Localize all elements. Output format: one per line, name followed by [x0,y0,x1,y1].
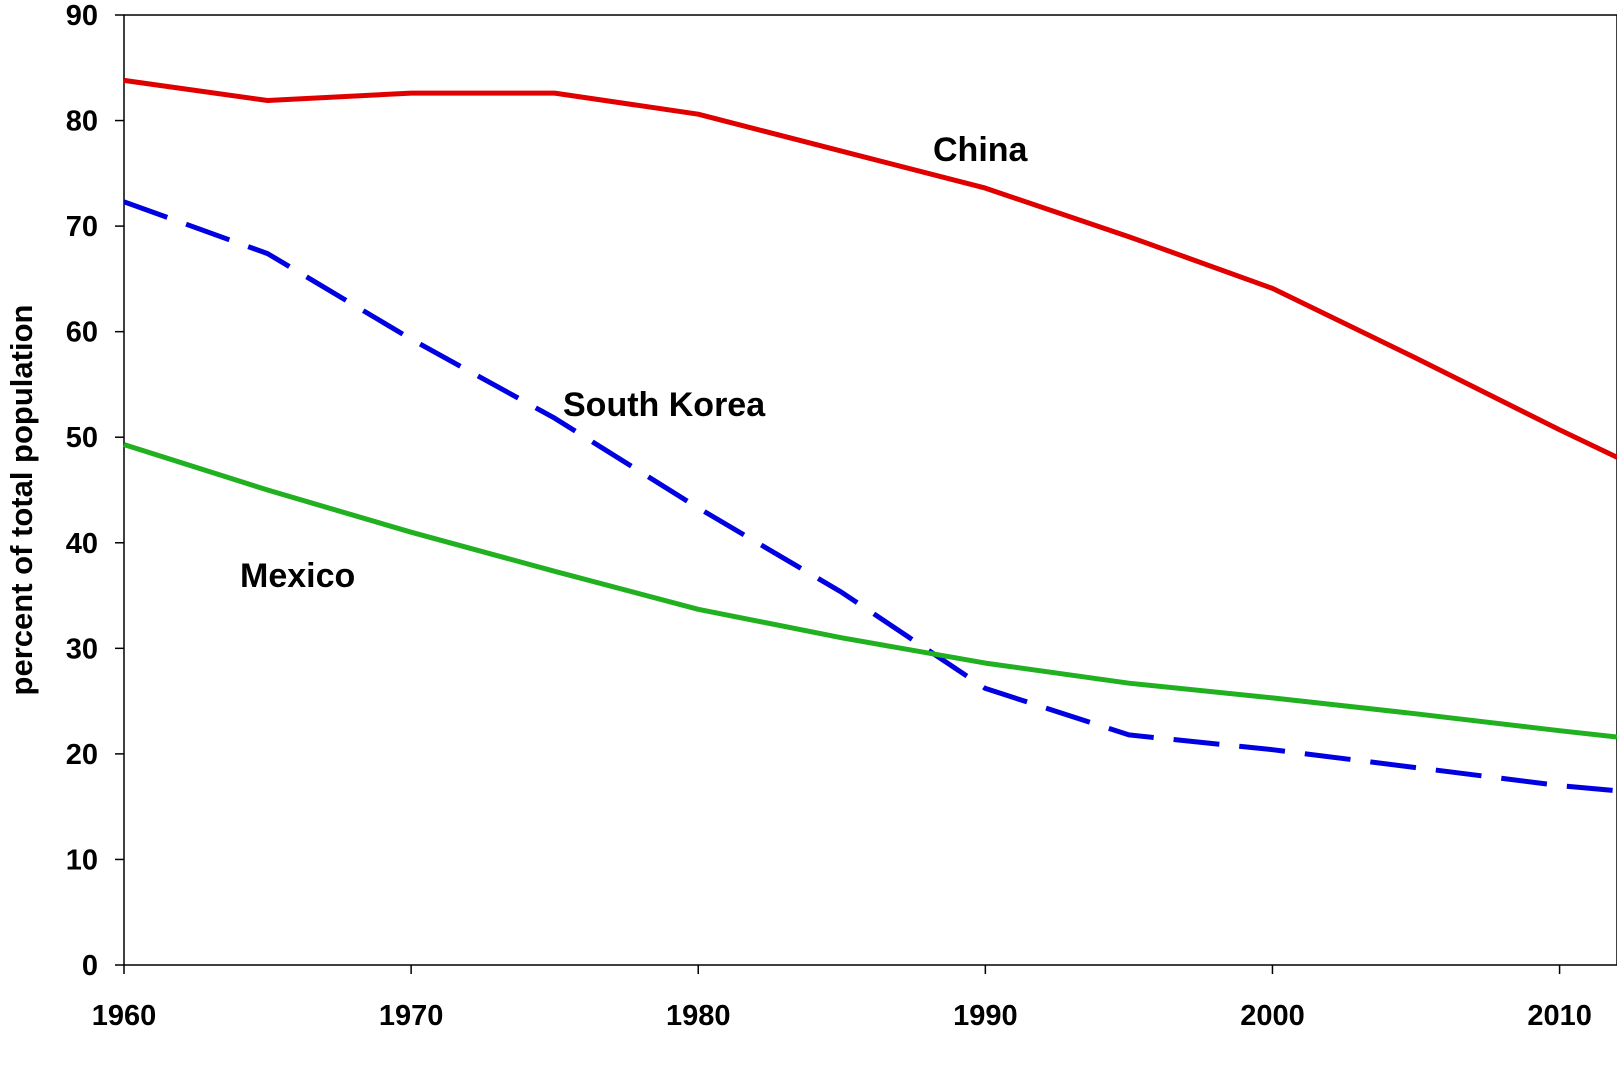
y-tick-label: 0 [82,950,98,982]
series-line-south-korea [123,199,1617,794]
series-lines [123,77,1617,794]
y-tick-label: 50 [66,422,98,454]
series-label-mexico: Mexico [240,557,355,595]
y-tick-label: 80 [66,106,98,138]
y-tick-label: 40 [66,528,98,560]
series-line-mexico [123,442,1617,740]
y-tick-label: 60 [66,317,98,349]
y-tick-label: 10 [66,844,98,876]
y-tick-label: 90 [66,0,98,32]
x-tick-label: 1960 [92,1000,157,1032]
y-axis-title: percent of total population [4,305,39,696]
x-tick-label: 1970 [379,1000,444,1032]
x-tick-label: 2010 [1527,1000,1592,1032]
series-label-south-korea: South Korea [563,386,766,424]
series-label-china: China [933,131,1029,169]
series-line-china [123,77,1617,460]
x-axis: 1960 1970 1980 1990 2000 2010 [92,965,1592,1032]
plot-area [123,14,1617,966]
y-axis: 0 10 20 30 40 50 60 70 80 90 [66,0,124,982]
x-tick-label: 1980 [666,1000,731,1032]
x-tick-label: 1990 [953,1000,1018,1032]
y-tick-label: 30 [66,633,98,665]
y-tick-label: 20 [66,739,98,771]
y-tick-label: 70 [66,211,98,243]
x-tick-label: 2000 [1240,1000,1305,1032]
